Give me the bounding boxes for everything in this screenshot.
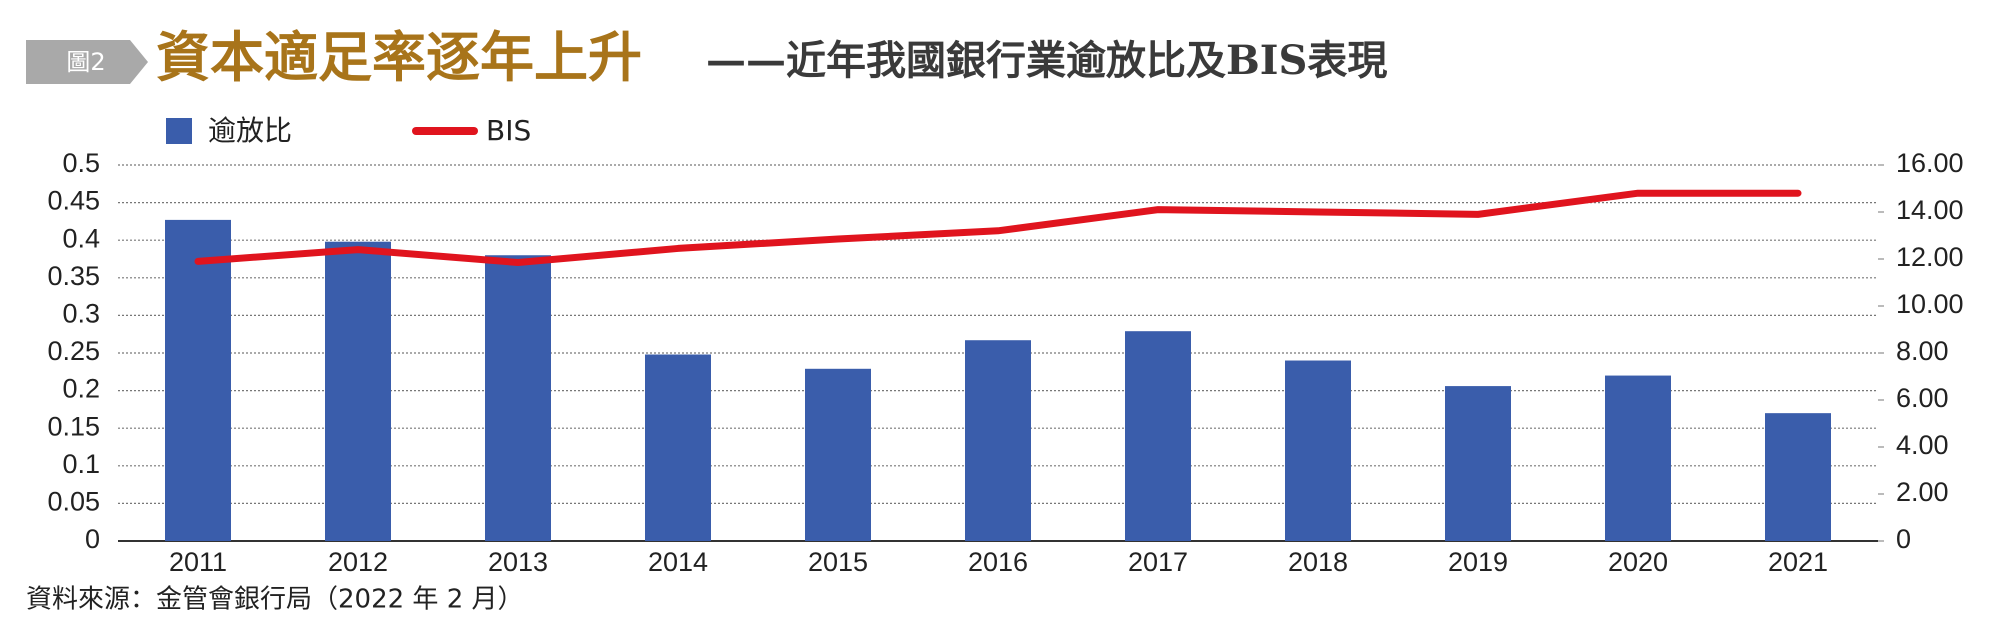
bar	[1445, 386, 1511, 541]
y2-tick-label: 8.00	[1896, 336, 1949, 366]
y-tick-label: 0	[85, 524, 100, 554]
y-tick-label: 0.2	[62, 374, 100, 404]
y-tick-label: 0.4	[62, 223, 100, 253]
x-tick-label: 2014	[648, 547, 708, 577]
y-tick-label: 0.15	[47, 411, 100, 441]
y2-tick-label: 10.00	[1896, 289, 1964, 319]
x-tick-label: 2016	[968, 547, 1028, 577]
bar	[645, 354, 711, 541]
y2-tick-label: 14.00	[1896, 195, 1964, 225]
x-tick-label: 2019	[1448, 547, 1508, 577]
y2-tick-label: 16.00	[1896, 148, 1964, 178]
y-tick-label: 0.5	[62, 148, 100, 178]
bar	[165, 219, 231, 541]
y2-tick-label: 2.00	[1896, 477, 1949, 507]
line	[194, 189, 1802, 267]
x-tick-label: 2011	[169, 547, 227, 577]
legend-label: BIS	[486, 114, 531, 147]
x-tick-label: 2018	[1288, 547, 1348, 577]
bar	[1125, 331, 1191, 541]
y-tick-label: 0.1	[62, 449, 100, 479]
x-tick-label: 2012	[328, 547, 388, 577]
y2-tick-label: 4.00	[1896, 430, 1949, 460]
x-tick-label: 2017	[1128, 547, 1188, 577]
chart-subtitle: ——近年我國銀行業逾放比及BIS表現	[706, 37, 1387, 84]
y2-tick-label: 12.00	[1896, 242, 1964, 272]
bar	[1285, 360, 1351, 541]
bar	[485, 255, 551, 542]
legend-label: 逾放比	[208, 114, 292, 147]
bar	[805, 368, 871, 541]
y2-tick-label: 6.00	[1896, 383, 1949, 413]
chart-title: 資本適足率逐年上升	[156, 25, 642, 89]
bar	[1605, 375, 1671, 541]
y2-tick-label: 0	[1896, 524, 1911, 554]
bar	[1765, 413, 1831, 541]
badge-shape	[26, 40, 148, 84]
y-tick-label: 0.25	[47, 336, 100, 366]
x-tick-label: 2015	[808, 547, 868, 577]
x-tick-label: 2013	[488, 547, 548, 577]
y-tick-label: 0.3	[62, 299, 100, 329]
y-tick-label: 0.45	[47, 186, 100, 216]
legend-swatch	[166, 118, 192, 144]
y-tick-label: 0.35	[47, 261, 100, 291]
badge: 圖2	[66, 48, 105, 76]
x-tick-label: 2021	[1768, 547, 1828, 577]
bar	[325, 241, 391, 542]
bar	[965, 340, 1031, 541]
x-tick-label: 2020	[1608, 547, 1668, 577]
source-note: 資料來源：金管會銀行局（2022 年 2 月）	[26, 585, 524, 615]
y-tick-label: 0.05	[47, 487, 100, 517]
